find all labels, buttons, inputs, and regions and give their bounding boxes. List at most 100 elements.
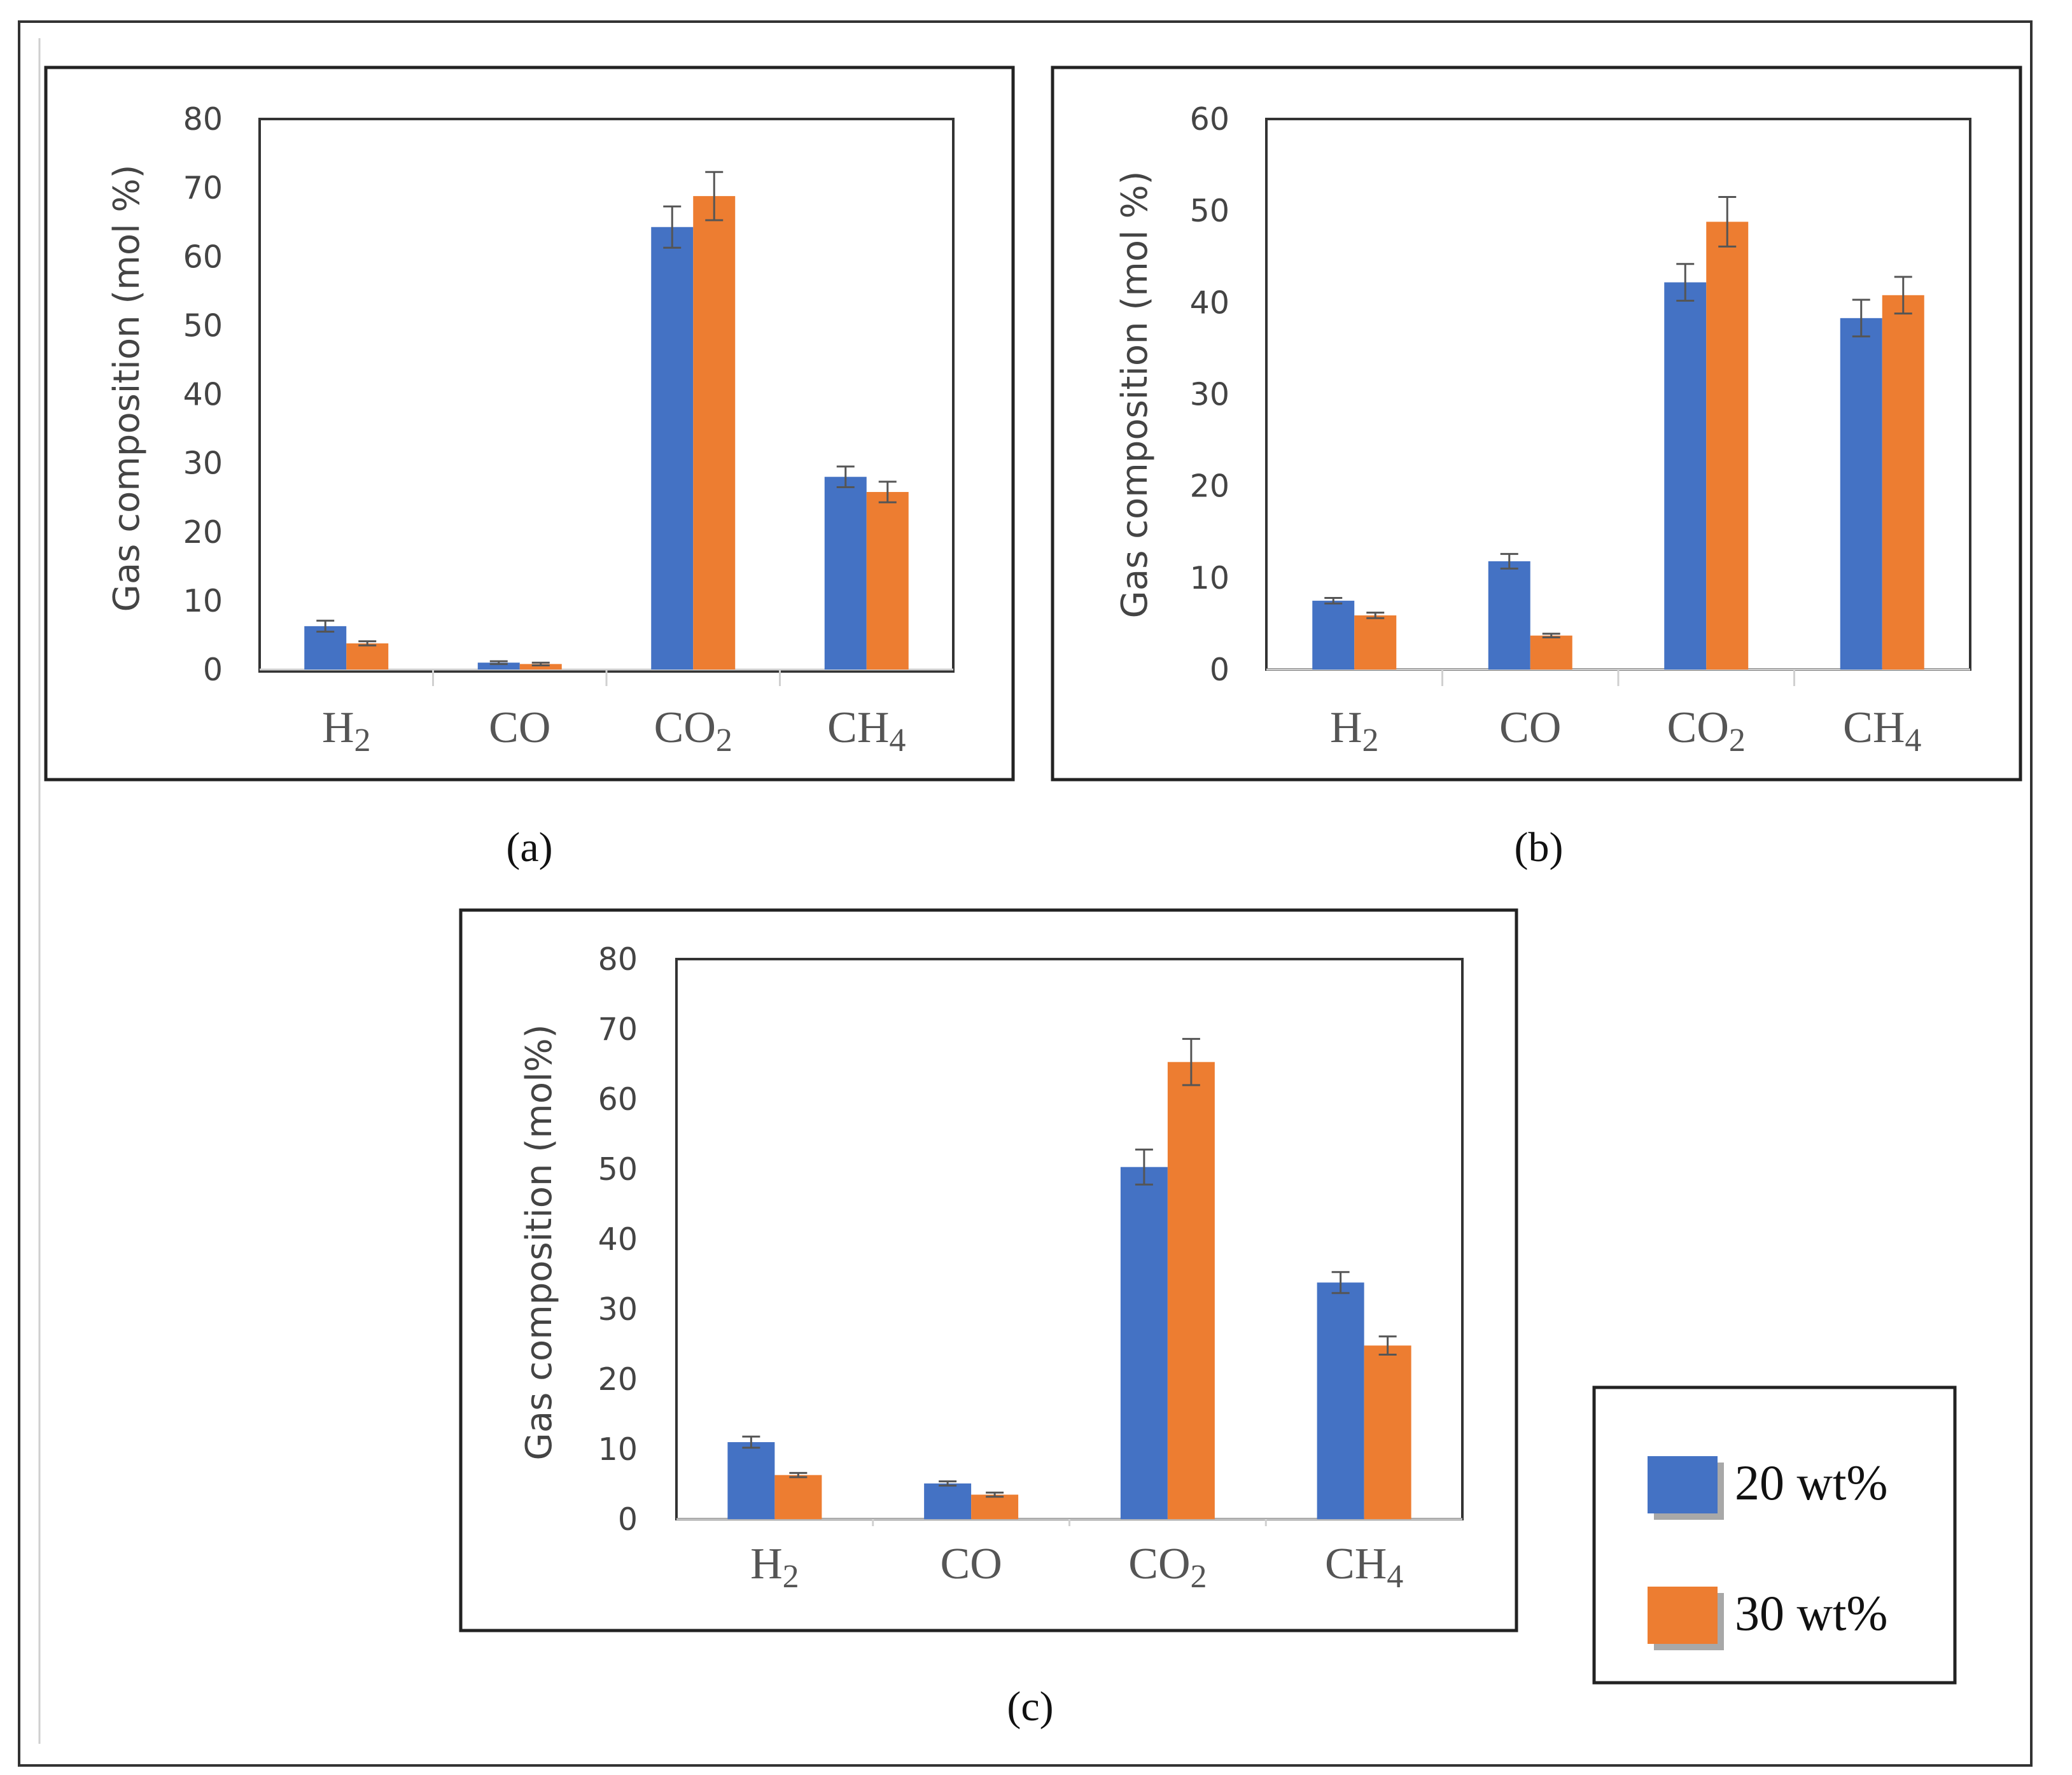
x-category-label-text: H [750, 1540, 783, 1589]
legend-swatch-30wt [1648, 1587, 1718, 1644]
y-tick-label: 20 [598, 1361, 638, 1398]
bar-20wt [1664, 282, 1707, 670]
y-axis-label: Gas composition (mol %) [106, 165, 148, 612]
bar-30wt [1167, 1062, 1215, 1519]
bar-30wt [774, 1475, 822, 1519]
figure-frame [18, 20, 2033, 1767]
x-category-label: CO [489, 703, 550, 752]
x-category-label-text: CO [1128, 1540, 1190, 1589]
x-category-label-subscript: 2 [354, 722, 371, 759]
panel-a-caption: (a) [506, 824, 552, 871]
x-category-label: CO [1499, 703, 1561, 752]
x-category-label-text: H [1330, 703, 1362, 752]
panel-c: 0 10 20 30 40 50 60 70 80 Gas composition (mol%) H… [459, 908, 1518, 1730]
panel-b-frame [1051, 66, 2022, 782]
y-tick-label: 60 [598, 1081, 638, 1118]
y-tick-label: 0 [1210, 652, 1229, 688]
bar-20wt [1317, 1282, 1364, 1519]
bar-30wt [1706, 221, 1749, 670]
x-category-label-subscript: 4 [1905, 722, 1921, 759]
y-tick-label: 50 [1190, 193, 1229, 229]
x-category-label: H2 [322, 703, 371, 759]
x-category-label-subscript: 2 [1729, 722, 1746, 759]
x-category-label: CH4 [827, 703, 906, 759]
y-axis-label: Gas composition (mol %) [1114, 171, 1156, 619]
y-axis-label: Gas composition (mol%) [519, 1024, 560, 1460]
y-tick-label: 20 [1190, 468, 1229, 505]
panel-b-caption: (b) [1515, 824, 1564, 871]
x-category-label-text: CH [1843, 703, 1905, 752]
bar-20wt [477, 663, 520, 670]
x-category-label: CO2 [654, 703, 732, 759]
bar-20wt [1120, 1167, 1168, 1519]
y-tick-label: 30 [183, 446, 223, 482]
bar-20wt [924, 1483, 972, 1519]
x-category-label-subscript: 2 [716, 722, 732, 759]
y-tick-label: 80 [598, 941, 638, 978]
x-category-label-text: CO [1667, 703, 1729, 752]
y-tick-label: 30 [598, 1291, 638, 1328]
y-tick-label: 60 [183, 239, 223, 275]
bar-30wt [1530, 635, 1572, 670]
bar-30wt [1354, 615, 1397, 670]
y-tick-label: 70 [183, 170, 223, 206]
y-tick-label: 20 [183, 514, 223, 551]
x-category-label-subscript: 4 [1387, 1559, 1403, 1595]
legend-label-30wt: 30 wt% [1735, 1585, 1887, 1641]
bar-20wt [727, 1442, 775, 1519]
y-tick-label: 60 [1190, 101, 1229, 137]
x-category-label: CH4 [1325, 1540, 1403, 1595]
panel-c-frame [459, 908, 1518, 1632]
bar-20wt [1488, 561, 1530, 670]
x-category-label-subscript: 2 [1191, 1559, 1207, 1595]
x-category-label-text: CO [941, 1540, 1002, 1589]
panel-a: 0 10 20 30 40 50 60 70 80 Gas composition (mol %)… [44, 66, 1015, 871]
x-category-label-text: CO [489, 703, 550, 752]
bar-30wt [346, 643, 389, 670]
bar-20wt [651, 227, 694, 670]
bar-30wt [866, 492, 909, 670]
x-category-label-subscript: 2 [1362, 722, 1379, 759]
bar-20wt [304, 626, 347, 670]
y-tick-label: 0 [618, 1501, 638, 1538]
y-tick-label: 80 [183, 101, 223, 137]
panel-c-caption: (c) [1007, 1683, 1053, 1730]
y-tick-label: 30 [1190, 377, 1229, 413]
x-category-label: CO [941, 1540, 1002, 1589]
x-category-label: H2 [750, 1540, 799, 1595]
x-category-label-text: CO [654, 703, 716, 752]
y-tick-label: 10 [1190, 560, 1229, 596]
panel-a-frame [44, 66, 1015, 782]
y-tick-label: 70 [598, 1011, 638, 1048]
x-category-label: CO2 [1128, 1540, 1207, 1595]
x-category-label-text: CH [827, 703, 889, 752]
y-tick-label: 40 [598, 1221, 638, 1258]
x-category-label-text: CH [1325, 1540, 1387, 1589]
bar-20wt [824, 477, 867, 670]
x-category-label: CO2 [1667, 703, 1746, 759]
bar-30wt [1882, 295, 1924, 670]
bar-30wt [971, 1494, 1019, 1519]
bar-30wt [693, 196, 736, 670]
bar-20wt [1840, 318, 1882, 670]
y-tick-label: 10 [598, 1431, 638, 1468]
bar-30wt [519, 664, 562, 670]
bar-30wt [1364, 1345, 1411, 1519]
x-category-label-text: H [322, 703, 354, 752]
y-tick-label: 10 [183, 583, 223, 619]
y-tick-label: 40 [183, 377, 223, 413]
legend: 20 wt% 30 wt% [1592, 1386, 1957, 1685]
x-category-label-subscript: 4 [889, 722, 906, 759]
y-tick-label: 0 [203, 652, 223, 688]
x-category-label-text: CO [1499, 703, 1561, 752]
bar-20wt [1312, 600, 1355, 670]
x-category-label: H2 [1330, 703, 1379, 759]
legend-swatch-20wt [1648, 1456, 1718, 1513]
y-tick-label: 50 [183, 307, 223, 344]
x-category-label: CH4 [1843, 703, 1921, 759]
y-tick-label: 50 [598, 1151, 638, 1188]
y-tick-label: 40 [1190, 284, 1229, 321]
x-category-label-subscript: 2 [783, 1559, 799, 1595]
